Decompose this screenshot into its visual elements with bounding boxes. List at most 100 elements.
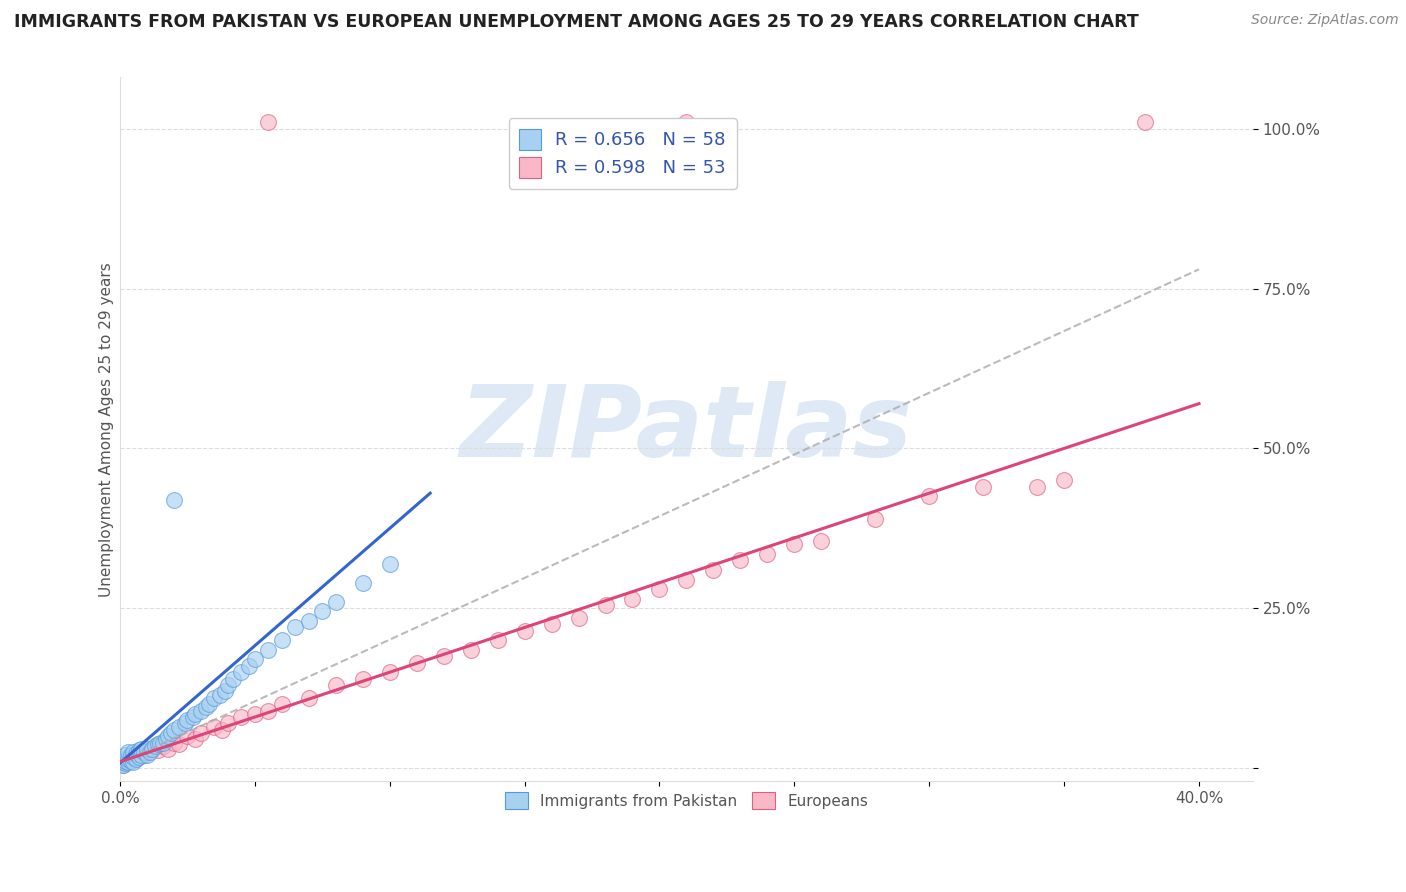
Point: [120, 748, 142, 763]
Point: [810, 534, 832, 549]
Point: [176, 713, 198, 727]
Point: [972, 480, 994, 494]
Point: [325, 595, 347, 609]
Point: [169, 720, 191, 734]
Point: [231, 710, 253, 724]
Point: [146, 743, 169, 757]
Point: [120, 754, 142, 768]
Point: [131, 745, 153, 759]
Point: [865, 512, 887, 526]
Point: [125, 751, 148, 765]
Text: Source: ZipAtlas.com: Source: ZipAtlas.com: [1251, 13, 1399, 28]
Point: [135, 748, 157, 763]
Point: [173, 716, 195, 731]
Point: [675, 115, 697, 129]
Point: [257, 704, 280, 718]
Point: [756, 547, 779, 561]
Point: [202, 690, 225, 705]
Point: [595, 598, 617, 612]
Point: [1133, 115, 1156, 129]
Point: [122, 745, 145, 759]
Point: [486, 633, 509, 648]
Point: [135, 742, 157, 756]
Point: [214, 684, 236, 698]
Point: [190, 704, 212, 718]
Point: [117, 745, 139, 759]
Point: [114, 754, 136, 768]
Point: [195, 700, 218, 714]
Point: [131, 742, 153, 756]
Text: IMMIGRANTS FROM PAKISTAN VS EUROPEAN UNEMPLOYMENT AMONG AGES 25 TO 29 YEARS CORR: IMMIGRANTS FROM PAKISTAN VS EUROPEAN UNE…: [14, 13, 1139, 31]
Legend: Immigrants from Pakistan, Europeans: Immigrants from Pakistan, Europeans: [499, 786, 875, 815]
Point: [184, 706, 207, 721]
Point: [702, 563, 724, 577]
Point: [243, 706, 266, 721]
Point: [648, 582, 671, 596]
Point: [143, 739, 166, 753]
Point: [222, 672, 245, 686]
Point: [111, 758, 134, 772]
Point: [125, 747, 148, 761]
Point: [352, 575, 374, 590]
Point: [117, 751, 139, 765]
Point: [730, 553, 752, 567]
Point: [198, 698, 221, 712]
Point: [378, 665, 401, 680]
Point: [114, 754, 136, 768]
Point: [460, 643, 482, 657]
Point: [257, 115, 280, 129]
Point: [540, 617, 562, 632]
Point: [190, 726, 212, 740]
Point: [238, 658, 260, 673]
Point: [152, 739, 174, 753]
Point: [163, 723, 186, 737]
Point: [298, 614, 321, 628]
Point: [114, 756, 136, 770]
Point: [211, 723, 233, 737]
Point: [217, 678, 239, 692]
Point: [135, 745, 157, 759]
Point: [157, 729, 180, 743]
Y-axis label: Unemployment Among Ages 25 to 29 years: Unemployment Among Ages 25 to 29 years: [100, 262, 114, 597]
Point: [125, 751, 148, 765]
Point: [117, 755, 139, 769]
Point: [155, 732, 177, 747]
Point: [141, 742, 163, 756]
Point: [184, 732, 207, 747]
Point: [163, 736, 186, 750]
Point: [122, 748, 145, 763]
Point: [325, 678, 347, 692]
Point: [567, 611, 589, 625]
Point: [122, 749, 145, 764]
Point: [621, 591, 644, 606]
Point: [208, 688, 231, 702]
Point: [146, 737, 169, 751]
Point: [157, 742, 180, 756]
Point: [513, 624, 536, 638]
Point: [675, 573, 697, 587]
Point: [783, 537, 806, 551]
Point: [433, 649, 456, 664]
Point: [111, 751, 134, 765]
Point: [311, 605, 333, 619]
Point: [231, 665, 253, 680]
Point: [111, 755, 134, 769]
Point: [243, 652, 266, 666]
Point: [181, 710, 204, 724]
Point: [152, 736, 174, 750]
Text: ZIPatlas: ZIPatlas: [460, 381, 912, 478]
Point: [169, 737, 191, 751]
Point: [134, 748, 156, 763]
Point: [257, 643, 280, 657]
Point: [138, 745, 160, 759]
Point: [270, 633, 292, 648]
Point: [352, 672, 374, 686]
Point: [217, 716, 239, 731]
Point: [131, 748, 153, 763]
Point: [122, 755, 145, 769]
Point: [284, 620, 307, 634]
Point: [141, 742, 163, 756]
Point: [918, 489, 941, 503]
Point: [160, 726, 183, 740]
Point: [270, 698, 292, 712]
